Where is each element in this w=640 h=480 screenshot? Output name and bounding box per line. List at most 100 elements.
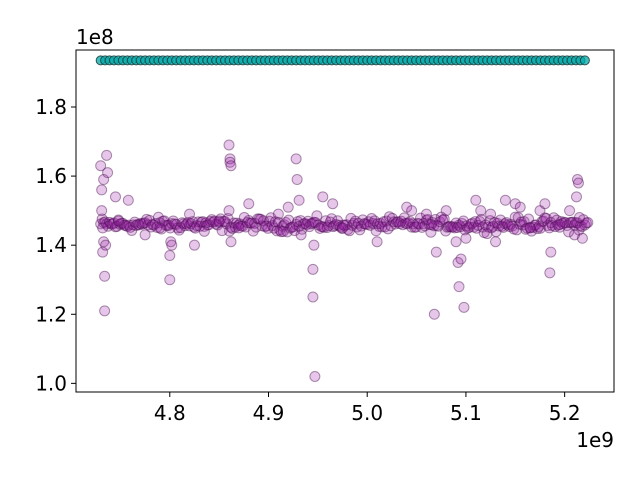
- data-point: [352, 217, 364, 229]
- data-point: [395, 215, 407, 227]
- data-point: [224, 156, 236, 168]
- data-point: [520, 223, 532, 235]
- data-point: [530, 219, 542, 231]
- data-point: [114, 218, 126, 230]
- data-point: [275, 226, 287, 238]
- data-point: [542, 219, 554, 231]
- data-point: [429, 213, 441, 225]
- data-point: [142, 219, 154, 231]
- data-point: [349, 215, 361, 227]
- data-point: [406, 205, 418, 217]
- data-point: [277, 225, 289, 237]
- data-point: [357, 214, 369, 226]
- data-point: [512, 212, 524, 224]
- data-point: [120, 219, 132, 231]
- data-point: [281, 226, 293, 238]
- data-point: [265, 212, 277, 224]
- data-point: [383, 211, 395, 223]
- data-point: [139, 229, 151, 241]
- data-point: [481, 228, 493, 240]
- data-point: [284, 222, 296, 234]
- data-point: [224, 153, 236, 165]
- data-point: [201, 219, 213, 231]
- data-point: [123, 219, 135, 231]
- data-point: [312, 219, 324, 231]
- data-point: [573, 224, 585, 236]
- data-point: [524, 222, 536, 234]
- data-point: [197, 216, 209, 228]
- data-point: [490, 226, 502, 238]
- data-point: [428, 308, 440, 320]
- data-point: [496, 220, 508, 232]
- data-point: [544, 267, 556, 279]
- x-tick-label: 4.9: [253, 401, 285, 425]
- data-point: [247, 225, 259, 237]
- data-point: [309, 370, 321, 382]
- data-point: [537, 215, 549, 227]
- data-point: [258, 215, 270, 227]
- data-point: [413, 218, 425, 230]
- data-point: [315, 220, 327, 232]
- data-point: [250, 221, 262, 233]
- data-point: [268, 222, 280, 234]
- data-point: [369, 215, 381, 227]
- data-point: [259, 221, 271, 233]
- data-point: [207, 216, 219, 228]
- data-point: [173, 224, 185, 236]
- data-point: [192, 216, 204, 228]
- data-point: [164, 222, 176, 234]
- plot-area: [76, 50, 614, 392]
- data-point: [573, 212, 585, 224]
- data-point: [425, 226, 437, 238]
- data-point: [548, 212, 560, 224]
- data-point: [295, 215, 307, 227]
- x-axis-offset-label: 1e9: [576, 428, 614, 452]
- data-point: [380, 215, 392, 227]
- data-point: [136, 218, 148, 230]
- data-point: [567, 216, 579, 228]
- data-point: [223, 139, 235, 151]
- data-point: [505, 218, 517, 230]
- data-point: [130, 220, 142, 232]
- series-purple: [95, 139, 594, 382]
- data-point: [554, 218, 566, 230]
- data-point: [109, 191, 121, 203]
- data-point: [576, 221, 588, 233]
- data-point: [500, 217, 512, 229]
- data-point: [409, 221, 421, 233]
- data-point: [215, 213, 227, 225]
- data-point: [311, 210, 323, 222]
- data-point: [303, 221, 315, 233]
- data-point: [333, 219, 345, 231]
- data-point: [534, 222, 546, 234]
- data-point: [397, 219, 409, 231]
- x-tick-label: 5.1: [450, 401, 482, 425]
- data-point: [517, 219, 529, 231]
- data-point: [566, 216, 578, 228]
- data-point: [216, 225, 228, 237]
- data-point: [101, 149, 113, 161]
- data-point: [323, 220, 335, 232]
- data-point: [417, 218, 429, 230]
- data-point: [499, 194, 511, 206]
- data-point: [428, 220, 440, 232]
- data-point: [223, 205, 235, 217]
- data-point: [307, 263, 319, 275]
- data-point: [195, 216, 207, 228]
- data-point: [450, 217, 462, 229]
- data-point: [339, 220, 351, 232]
- data-point: [172, 222, 184, 234]
- data-point: [234, 218, 246, 230]
- data-point: [243, 214, 255, 226]
- data-point: [386, 212, 398, 224]
- data-point: [403, 217, 415, 229]
- data-point: [112, 214, 124, 226]
- data-point: [292, 216, 304, 228]
- data-point: [152, 211, 164, 223]
- y-axis-offset-label: 1e8: [76, 25, 114, 49]
- data-point: [373, 220, 385, 232]
- data-point: [164, 274, 176, 286]
- series-layer: [95, 55, 594, 382]
- data-point: [407, 218, 419, 230]
- data-point: [135, 217, 147, 229]
